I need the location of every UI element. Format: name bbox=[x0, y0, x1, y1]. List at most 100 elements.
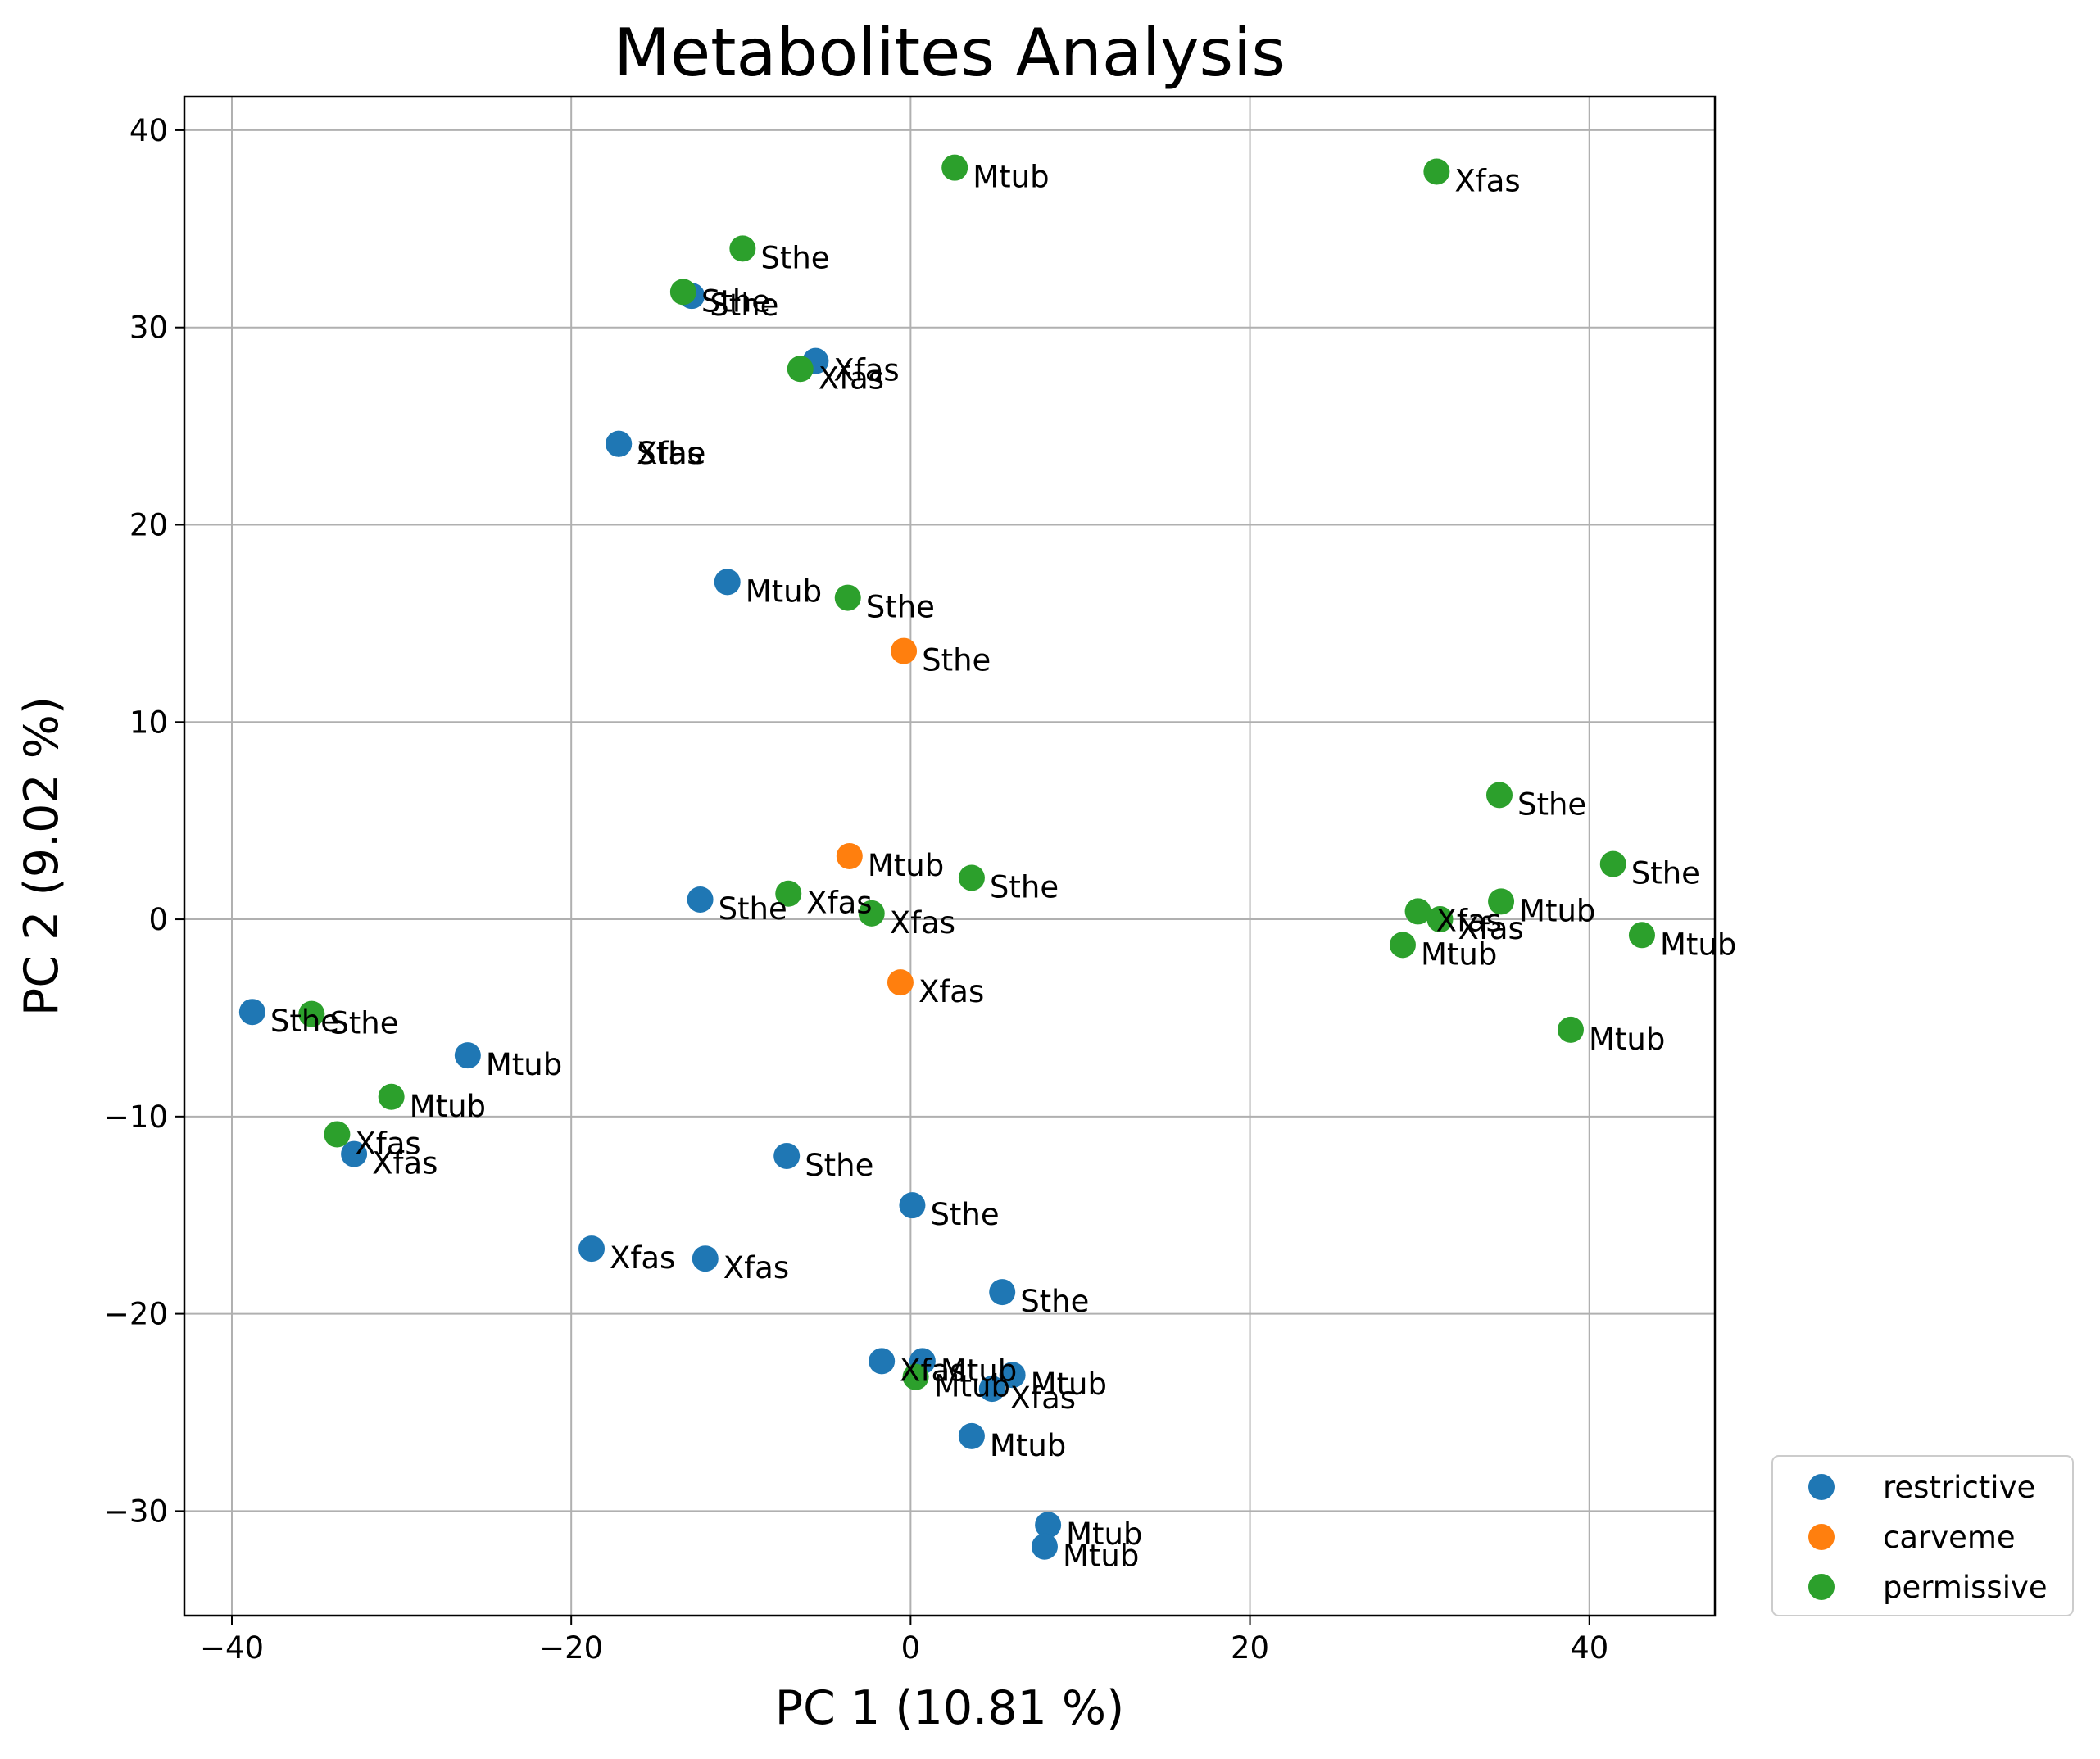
point-label: Mtub bbox=[1660, 927, 1736, 962]
data-point bbox=[341, 1140, 368, 1167]
y-axis-title: PC 2 (9.02 %) bbox=[15, 696, 69, 1016]
plot-frame bbox=[183, 95, 1717, 1617]
point-label: Mtub bbox=[1589, 1022, 1665, 1057]
point-label: Mtub bbox=[486, 1047, 562, 1082]
y-tick-label: −10 bbox=[104, 1099, 168, 1135]
point-label: Sthe bbox=[719, 891, 787, 927]
data-point bbox=[858, 900, 885, 927]
point-label: Sthe bbox=[805, 1148, 873, 1183]
data-point bbox=[1599, 850, 1626, 877]
data-point bbox=[714, 569, 741, 596]
point-label: Xfas bbox=[806, 886, 872, 921]
point-label: Sthe bbox=[701, 283, 770, 319]
point-label: Sthe bbox=[329, 1006, 398, 1041]
data-point bbox=[989, 1279, 1016, 1306]
point-label: Mtub bbox=[1066, 1516, 1142, 1552]
point-label: Sthe bbox=[866, 590, 935, 625]
x-axis-title: PC 1 (10.81 %) bbox=[775, 1681, 1125, 1735]
data-points bbox=[238, 154, 1655, 1560]
point-label: Xfas bbox=[833, 353, 899, 388]
axis-ticks: −40 −20 0 20 40 −30 −20 −10 0 10 20 30 40 bbox=[104, 113, 1608, 1666]
data-point bbox=[1628, 922, 1655, 949]
chart-title: Metabolites Analysis bbox=[614, 15, 1286, 91]
data-point bbox=[578, 1235, 606, 1263]
data-point bbox=[669, 279, 696, 306]
point-label: Xfas bbox=[355, 1126, 420, 1161]
data-point bbox=[941, 154, 968, 181]
point-label: Mtub bbox=[1063, 1539, 1139, 1574]
legend-marker bbox=[1808, 1524, 1835, 1550]
point-label: Sthe bbox=[990, 869, 1059, 904]
data-point bbox=[238, 999, 265, 1026]
x-tick-label: 0 bbox=[901, 1630, 921, 1666]
point-label: Xfas bbox=[900, 1353, 965, 1388]
legend-label: carveme bbox=[1883, 1520, 2016, 1555]
point-label: Sthe bbox=[1517, 787, 1586, 822]
data-point bbox=[836, 843, 863, 869]
point-label: Xfas bbox=[637, 436, 702, 471]
data-point bbox=[687, 886, 714, 913]
data-point bbox=[729, 235, 756, 262]
data-point bbox=[454, 1042, 481, 1069]
legend: restrictive carveme permissive bbox=[1771, 1455, 2074, 1616]
data-point bbox=[1404, 898, 1431, 925]
point-label: Xfas bbox=[1010, 1380, 1076, 1416]
point-label: Mtub bbox=[410, 1089, 486, 1124]
grid-lines bbox=[184, 97, 1715, 1616]
data-point bbox=[999, 1362, 1026, 1389]
x-tick-label: −40 bbox=[200, 1630, 264, 1666]
data-point bbox=[692, 1245, 719, 1272]
data-point bbox=[1423, 158, 1450, 185]
point-label: Xfas bbox=[610, 1240, 675, 1276]
point-label: Mtub bbox=[868, 848, 944, 883]
point-label: Sthe bbox=[930, 1197, 999, 1232]
point-label: Xfas bbox=[723, 1250, 789, 1285]
point-label: Mtub bbox=[990, 1428, 1066, 1463]
data-point bbox=[958, 864, 985, 891]
y-tick-label: 30 bbox=[129, 311, 168, 346]
legend-marker bbox=[1808, 1574, 1835, 1600]
point-label: Sthe bbox=[1020, 1284, 1089, 1319]
point-label: Sthe bbox=[270, 1004, 339, 1039]
point-label: Xfas bbox=[918, 974, 984, 1009]
data-point bbox=[298, 1000, 325, 1027]
legend-label: permissive bbox=[1883, 1570, 2048, 1605]
point-label: Sthe bbox=[922, 643, 991, 678]
point-label: Sthe bbox=[760, 240, 829, 275]
data-point bbox=[787, 356, 814, 383]
data-point bbox=[1389, 932, 1416, 959]
point-label: Xfas bbox=[890, 905, 955, 941]
data-point bbox=[891, 637, 918, 664]
data-point bbox=[958, 1422, 985, 1449]
point-label: Sthe bbox=[710, 288, 778, 323]
point-label: Mtub bbox=[934, 1369, 1010, 1404]
point-label: Xfas bbox=[1454, 163, 1520, 198]
data-point bbox=[869, 1348, 896, 1375]
legend-box bbox=[1771, 1455, 2074, 1616]
x-tick-label: 20 bbox=[1231, 1630, 1269, 1666]
data-point bbox=[1035, 1512, 1062, 1539]
data-point bbox=[887, 969, 914, 996]
point-label: Sthe bbox=[637, 436, 705, 471]
x-tick-label: −20 bbox=[539, 1630, 603, 1666]
point-label: Xfas bbox=[372, 1146, 438, 1181]
data-point bbox=[773, 1142, 801, 1169]
y-tick-label: 40 bbox=[129, 113, 168, 148]
x-tick-label: 40 bbox=[1570, 1630, 1608, 1666]
point-label: Xfas bbox=[1436, 903, 1502, 938]
data-point bbox=[324, 1121, 351, 1148]
data-point bbox=[899, 1192, 926, 1219]
data-point bbox=[378, 1083, 405, 1110]
legend-marker bbox=[1808, 1474, 1835, 1500]
y-tick-label: 20 bbox=[129, 507, 168, 542]
data-point bbox=[1485, 782, 1513, 809]
point-label: Sthe bbox=[1631, 856, 1700, 891]
data-point bbox=[834, 584, 861, 611]
data-point bbox=[1426, 906, 1454, 933]
y-tick-label: −30 bbox=[104, 1494, 168, 1529]
point-label: Mtub bbox=[941, 1353, 1017, 1388]
